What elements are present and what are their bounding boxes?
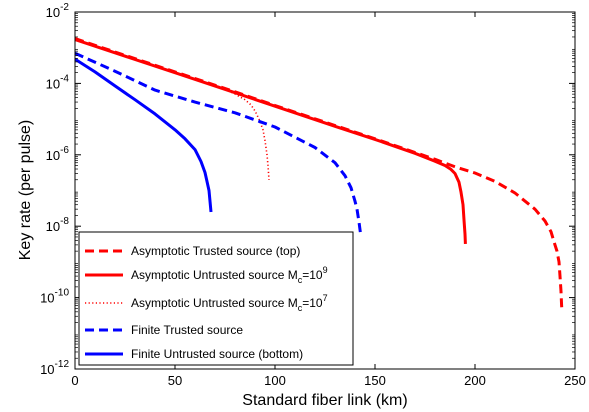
y-tick-label: 10-4: [46, 73, 70, 91]
x-tick-label: 250: [564, 373, 586, 388]
x-axis-label: Standard fiber link (km): [242, 392, 407, 409]
axis-tick-labels: 0 50 100 150 200 250 10-12 10-10 10-8 10-6 10-4 10-…: [40, 2, 586, 388]
y-tick-label: 10-6: [46, 145, 70, 163]
legend-entry-5: Finite Untrusted source (bottom): [131, 347, 303, 361]
series-lines: [75, 37, 564, 312]
legend-box: [78, 231, 354, 366]
legend-entry-4: Finite Trusted source: [131, 323, 243, 337]
plot-frame: [74, 11, 576, 370]
y-tick-label: 10-2: [46, 2, 70, 20]
x-tick-label: 50: [168, 373, 182, 388]
legend-entry-1: Asymptotic Trusted source (top): [131, 244, 300, 258]
y-axis-label: Key rate (per pulse): [17, 120, 34, 261]
series-line-5: [75, 57, 213, 213]
legend: Asymptotic Trusted source (top) Asymptoti…: [78, 231, 354, 366]
x-tick-label: 100: [264, 373, 286, 388]
x-tick-label: 200: [464, 373, 486, 388]
x-tick-label: 0: [71, 373, 78, 388]
y-tick-label: 10-12: [40, 359, 69, 377]
axis-ticks: [74, 11, 576, 370]
series-line-4: [75, 51, 363, 238]
y-tick-label: 10-8: [46, 216, 70, 234]
legend-entry-3: Asymptotic Untrusted source Mc=107: [131, 293, 328, 313]
x-tick-label: 150: [364, 373, 386, 388]
y-tick-label: 10-10: [40, 288, 69, 306]
legend-entry-2: Asymptotic Untrusted source Mc=109: [131, 265, 328, 285]
